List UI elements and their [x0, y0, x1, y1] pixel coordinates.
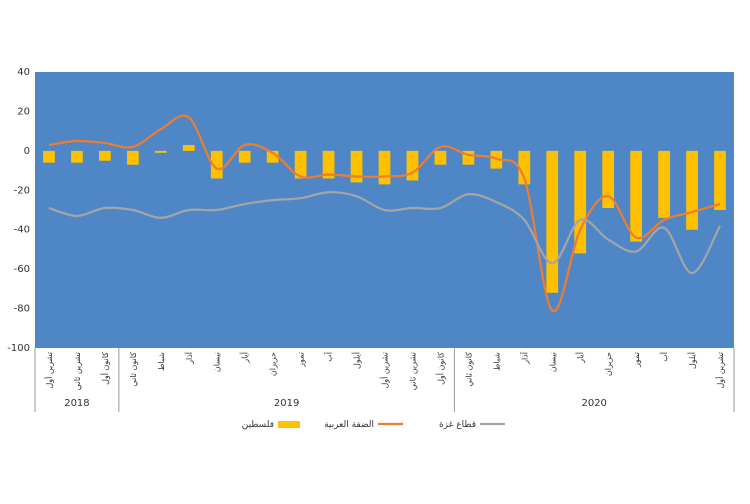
x-tick-label: حزيران — [604, 352, 613, 376]
bar — [630, 150, 643, 242]
x-tick-label: تشرين ثاني — [408, 352, 417, 390]
bar — [574, 150, 587, 254]
bar — [686, 150, 698, 230]
x-tick-label: تشرين ثاني — [73, 352, 82, 390]
x-axis: تشرين أول تشرين ثاني كانون أول كانون ثاني شب… — [34, 348, 735, 412]
bar — [546, 150, 559, 293]
x-tick-label: نيسان — [213, 352, 222, 372]
bar — [518, 150, 531, 185]
bar — [43, 150, 55, 163]
bar — [602, 150, 615, 209]
y-tick-label: -100 — [7, 343, 30, 354]
series-line — [48, 114, 721, 313]
y-tick-label: -80 — [14, 304, 30, 315]
bar — [658, 150, 670, 218]
line-series — [48, 114, 721, 313]
bar — [714, 150, 726, 210]
x-tick-label: أيار — [575, 352, 585, 364]
legend-label: الضفة العربية — [324, 420, 374, 430]
y-tick-label: 20 — [17, 106, 30, 117]
x-tick-label: نيسان — [548, 352, 557, 372]
bar — [154, 150, 167, 153]
bar — [126, 150, 139, 165]
bar — [378, 150, 391, 185]
series-line — [48, 191, 721, 275]
year-label: 2019 — [274, 398, 299, 409]
x-tick-label: تشرين أول — [715, 352, 725, 389]
x-tick-label: تموز — [632, 352, 641, 368]
x-tick-label: تشرين أول — [44, 352, 54, 389]
bar — [406, 150, 419, 181]
y-tick-label: -60 — [14, 264, 30, 275]
y-tick-label: -40 — [14, 225, 30, 236]
y-axis: 40 20 0 -20 -40 -60 -80 -100 — [7, 67, 30, 354]
bar — [462, 150, 475, 165]
x-tick-label: كانون ثاني — [129, 352, 138, 387]
x-tick-label: أيلول — [352, 352, 362, 369]
x-tick-label: كانون أول — [435, 352, 445, 385]
legend-swatch — [278, 421, 300, 428]
x-tick-label: كانون أول — [100, 352, 110, 385]
x-tick-label: تشرين أول — [380, 352, 390, 389]
x-tick-label: كانون ثاني — [464, 352, 473, 387]
bar-series — [43, 144, 726, 293]
x-tick-label: شباط — [492, 352, 501, 371]
legend-label: قطاع غزة — [439, 420, 476, 430]
legend-label: فلسطين — [242, 420, 274, 430]
bar — [294, 150, 307, 179]
y-tick-label: -20 — [14, 185, 30, 196]
x-tick-label: أيلول — [687, 352, 697, 369]
x-tick-label: شباط — [157, 352, 166, 371]
bar — [350, 150, 363, 183]
year-label: 2020 — [581, 398, 606, 409]
legend: قطاع غزة الضفة العربية فلسطين — [242, 420, 505, 430]
year-label: 2018 — [64, 398, 89, 409]
x-tick-label: آب — [324, 351, 334, 362]
x-tick-label: آذار — [519, 351, 529, 365]
x-tick-label: تموز — [297, 352, 306, 368]
bar — [266, 150, 279, 163]
x-tick-label: حزيران — [269, 352, 278, 376]
bar — [238, 150, 251, 163]
bar — [182, 144, 195, 151]
bar — [322, 150, 335, 179]
y-tick-label: 0 — [24, 146, 30, 157]
x-tick-label: آب — [659, 351, 669, 362]
x-tick-label: أيار — [240, 352, 250, 364]
bar — [210, 150, 223, 179]
bar — [71, 150, 83, 163]
bar — [99, 150, 111, 161]
y-tick-label: 40 — [17, 67, 30, 78]
bar — [434, 150, 447, 165]
x-tick-label: آذار — [184, 351, 194, 365]
